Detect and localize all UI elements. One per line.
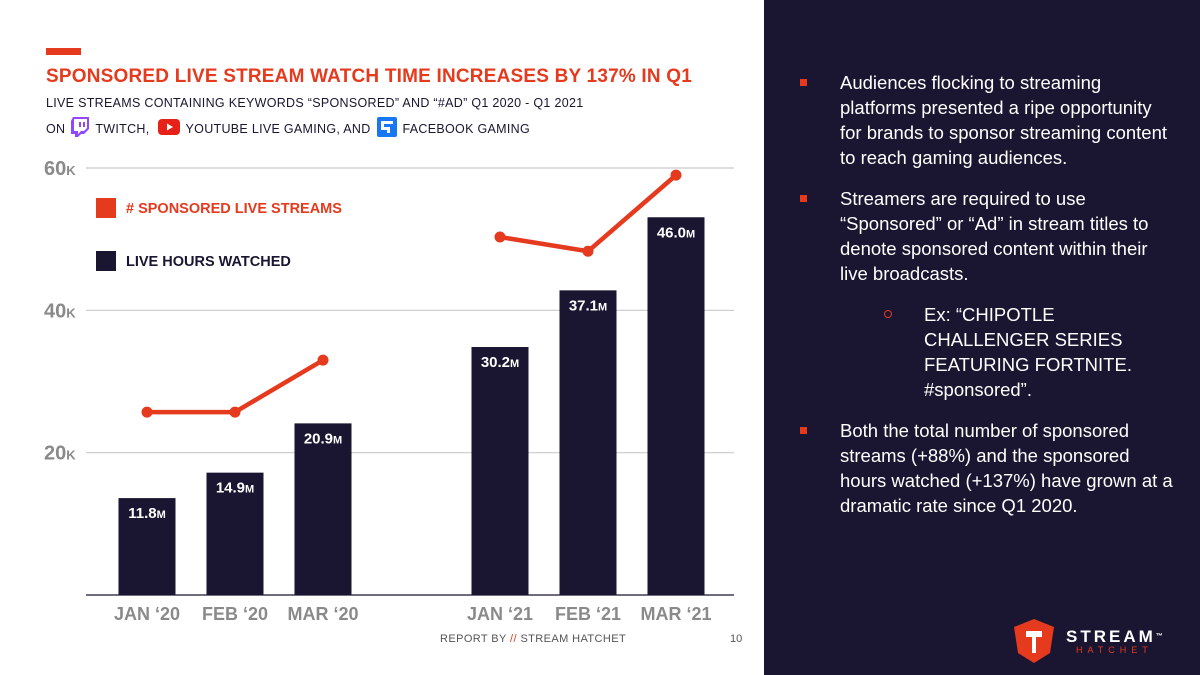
bar-data-label: 20.9M <box>304 430 342 447</box>
bullet-square-icon <box>800 195 807 202</box>
logo-word-stream: STREAM™ <box>1066 626 1163 646</box>
line-series-segment <box>147 358 325 415</box>
x-tick-label: FEB ‘21 <box>555 604 621 624</box>
insight-text: Both the total number of sponsored strea… <box>840 420 1173 516</box>
accent-bar <box>46 48 81 55</box>
hatchet-shield-icon <box>1014 619 1054 663</box>
logo-word-hatchet: HATCHET <box>1075 644 1153 655</box>
facebook-gaming-icon <box>376 117 397 140</box>
x-tick-label: MAR ‘21 <box>640 604 711 624</box>
x-tick-label: JAN ‘20 <box>114 604 180 624</box>
x-tick-label: FEB ‘20 <box>202 604 268 624</box>
y-tick-label: 20K <box>44 443 76 465</box>
platform-twitch-label: TWITCH, <box>95 121 150 136</box>
bar-data-label: 14.9M <box>216 480 254 497</box>
youtube-icon <box>157 119 180 138</box>
bar <box>471 347 529 595</box>
chart: 20K 40K 60K 11.8M 14.9M 20.9M 30.2M 37.1M 46.0M J… <box>44 158 734 624</box>
line-point <box>317 354 329 366</box>
footer-report-by: REPORT BY <box>440 633 507 645</box>
bar-data-label: 37.1M <box>569 297 607 314</box>
insights-list: Audiences flocking to streaming platform… <box>798 70 1178 534</box>
x-tick-label: JAN ‘21 <box>467 604 533 624</box>
line-point <box>494 231 506 243</box>
insight-text: Streamers are required to use “Sponsored… <box>840 188 1149 284</box>
y-tick-label: 40K <box>44 300 76 322</box>
legend-swatch-sponsored-streams <box>96 198 116 218</box>
line-point <box>670 169 682 181</box>
insights-panel <box>764 0 1200 675</box>
insight-bullet: Both the total number of sponsored strea… <box>798 418 1178 518</box>
twitch-icon <box>71 117 90 140</box>
platform-youtube-label: YOUTUBE LIVE GAMING, AND <box>185 121 371 136</box>
bullet-square-icon <box>800 79 807 86</box>
page-subtitle: LIVE STREAMS CONTAINING KEYWORDS “SPONSO… <box>46 96 584 110</box>
footer-slashes: // <box>510 633 517 645</box>
platform-line: ON TWITCH, YOUTUBE LIVE GAMING, AND FACE… <box>46 117 530 140</box>
line-point <box>582 245 594 257</box>
bar-data-label: 30.2M <box>481 354 519 371</box>
chart-panel: SPONSORED LIVE STREAM WATCH TIME INCREAS… <box>44 48 743 645</box>
stream-hatchet-logo: STREAM™ HATCHET <box>1012 617 1163 665</box>
platforms-prefix: ON <box>46 121 66 136</box>
insight-bullet: Streamers are required to use “Sponsored… <box>798 186 1178 286</box>
page-number: 10 <box>730 633 743 645</box>
bullet-square-icon <box>800 427 807 434</box>
legend-swatch-hours-watched <box>96 251 116 271</box>
insight-text: Audiences flocking to streaming platform… <box>840 72 1168 168</box>
insight-bullet: Audiences flocking to streaming platform… <box>798 70 1178 170</box>
bar <box>559 290 617 595</box>
line-point <box>141 406 153 418</box>
bar-data-label: 46.0M <box>657 224 695 241</box>
bar <box>206 472 264 595</box>
insight-sub-bullet: Ex: “CHIPOTLE CHALLENGER SERIES FEATURIN… <box>798 302 1178 402</box>
logo-wordmark: STREAM™ HATCHET <box>1066 628 1163 655</box>
bar <box>647 217 705 595</box>
legend-label-sponsored-streams: # SPONSORED LIVE STREAMS <box>126 201 342 217</box>
bar <box>118 498 176 595</box>
footer-brand: STREAM HATCHET <box>520 633 627 645</box>
insight-example-text: Ex: “CHIPOTLE CHALLENGER SERIES FEATURIN… <box>924 304 1132 400</box>
page-title: SPONSORED LIVE STREAM WATCH TIME INCREAS… <box>46 66 693 87</box>
platform-facebook-label: FACEBOOK GAMING <box>402 121 530 136</box>
footer-credit: REPORT BY // STREAM HATCHET <box>440 633 626 645</box>
line-point <box>229 406 241 418</box>
bar <box>294 423 352 595</box>
bar-data-label: 11.8M <box>128 505 166 522</box>
legend-label-hours-watched: LIVE HOURS WATCHED <box>126 254 291 270</box>
bullet-circle-icon <box>884 310 892 318</box>
x-tick-label: MAR ‘20 <box>287 604 358 624</box>
y-tick-label: 60K <box>44 158 76 180</box>
